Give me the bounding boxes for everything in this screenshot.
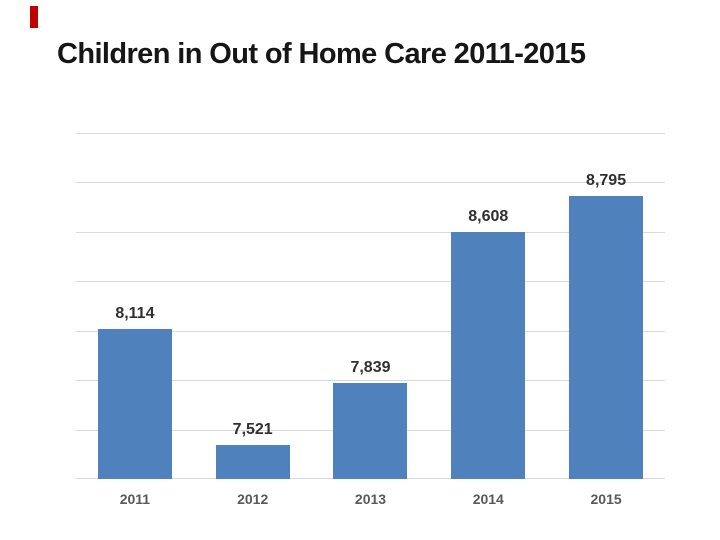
- bar-slot-2014: 8,608: [429, 133, 547, 479]
- x-tick-2011: 2011: [119, 491, 151, 507]
- bar-slot-2013: 7,839: [312, 133, 430, 479]
- value-label-2013: 7,839: [350, 359, 391, 376]
- gridline: [76, 232, 665, 233]
- value-label-2014: 8,608: [468, 208, 509, 225]
- x-tick-2014: 2014: [472, 491, 504, 507]
- chart-title: Children in Out of Home Care 2011-2015: [57, 38, 586, 70]
- value-label-2015: 8,795: [586, 172, 627, 189]
- plot-area: 8,114 7,521 7,839 8,608 8,795: [76, 133, 665, 479]
- bar-2011: [97, 329, 172, 479]
- x-tick-2013: 2013: [354, 491, 387, 507]
- bar-slot-2015: 8,795: [547, 133, 665, 479]
- value-label-2011: 8,114: [115, 305, 155, 322]
- bar-2012: [215, 445, 290, 479]
- x-tick-2015: 2015: [590, 491, 622, 507]
- bar-slot-2011: 8,114: [76, 133, 194, 479]
- gridline: [76, 133, 665, 134]
- value-label-2012: 7,521: [232, 421, 273, 438]
- gridline: [76, 380, 665, 381]
- gridline: [76, 281, 665, 282]
- bar-2014: [451, 232, 526, 479]
- gridline: [76, 331, 665, 332]
- x-tick-2012: 2012: [237, 491, 269, 507]
- slide-accent-bar: [30, 6, 38, 28]
- gridline: [76, 182, 665, 183]
- x-axis-labels: 2011 2012 2013 2014 2015: [76, 491, 665, 513]
- bar-2013: [333, 383, 408, 479]
- bar-slot-2012: 7,521: [194, 133, 312, 479]
- bar-2015: [569, 196, 644, 479]
